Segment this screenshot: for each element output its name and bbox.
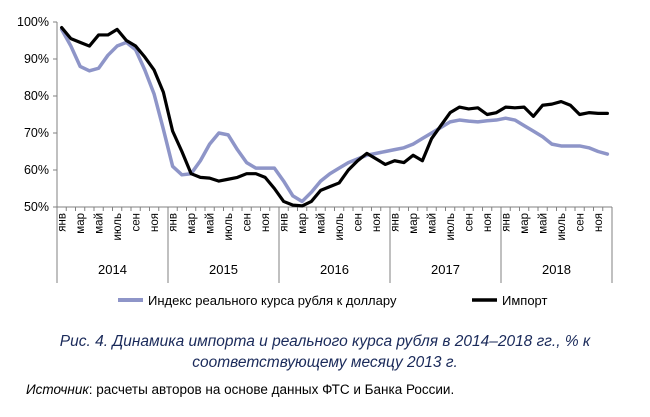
series-lines xyxy=(59,25,610,208)
x-year-label: 2017 xyxy=(431,262,460,277)
caption-line-1: Рис. 4. Динамика импорта и реального кур… xyxy=(59,333,591,350)
x-month-label: июль xyxy=(112,213,124,241)
legend: Индекс реального курса рубля к доллару Им… xyxy=(118,293,547,308)
x-month-label: янв xyxy=(279,213,291,232)
y-tick-label: 50% xyxy=(24,200,49,214)
caption-line-2: соответствующему месяцу 2013 г. xyxy=(192,354,458,371)
x-month-label: июль xyxy=(334,213,346,241)
x-month-label: сен xyxy=(464,213,476,232)
x-month-label: июль xyxy=(556,213,568,241)
x-month-label: сен xyxy=(242,213,254,232)
legend-label: Импорт xyxy=(502,293,547,308)
x-month-label: ноя xyxy=(260,213,272,232)
x-month-label: мар xyxy=(297,213,309,234)
x-month-label: июль xyxy=(223,213,235,241)
x-month-label: янв xyxy=(168,213,180,232)
x-month-label: сен xyxy=(131,213,143,232)
y-axis: 50% 60% 70% 80% 90% 100% xyxy=(17,15,58,214)
x-year-label: 2018 xyxy=(542,262,571,277)
x-month-label: ноя xyxy=(482,213,494,232)
x-axis: янв мар май июль сен ноя янв мар май июль сен ноя ян… xyxy=(56,206,613,283)
x-month-label: янв xyxy=(57,213,69,232)
y-tick-label: 80% xyxy=(24,89,49,103)
x-month-label: июль xyxy=(445,213,457,241)
x-month-label: ноя xyxy=(371,213,383,232)
x-month-label: сен xyxy=(575,213,587,232)
x-month-label: май xyxy=(205,213,217,234)
series-line-import xyxy=(60,25,609,208)
x-month-label: ноя xyxy=(593,213,605,232)
x-month-label: янв xyxy=(501,213,513,232)
figure-caption: Рис. 4. Динамика импорта и реального кур… xyxy=(0,331,650,373)
x-month-label: янв xyxy=(390,213,402,232)
x-month-label: май xyxy=(427,213,439,234)
y-tick-label: 100% xyxy=(17,15,49,29)
y-tick-label: 70% xyxy=(24,126,49,140)
x-month-label: май xyxy=(316,213,328,234)
x-year-label: 2015 xyxy=(209,262,238,277)
x-month-label: мар xyxy=(186,213,198,234)
source-note: Источник: расчеты авторов на основе данн… xyxy=(26,382,454,397)
x-month-label: мар xyxy=(519,213,531,234)
legend-label: Индекс реального курса рубля к доллару xyxy=(148,293,397,308)
x-month-label: мар xyxy=(408,213,420,234)
x-month-label: мар xyxy=(75,213,87,234)
x-year-label: 2014 xyxy=(98,262,127,277)
chart: 50%60%70%80%90%100% янв мар май июль сен ноя я… xyxy=(17,15,613,308)
x-year-label: 2016 xyxy=(320,262,349,277)
source-text: : расчеты авторов на основе данных ФТС и… xyxy=(88,382,455,397)
series-line-exchange-rate xyxy=(59,27,610,204)
y-tick-label: 60% xyxy=(24,163,49,177)
x-month-label: сен xyxy=(353,213,365,232)
x-month-label: май xyxy=(94,213,106,234)
x-month-label: ноя xyxy=(149,213,161,232)
x-month-label: май xyxy=(538,213,550,234)
y-tick-label: 90% xyxy=(24,52,49,66)
source-label: Источник xyxy=(26,382,89,397)
